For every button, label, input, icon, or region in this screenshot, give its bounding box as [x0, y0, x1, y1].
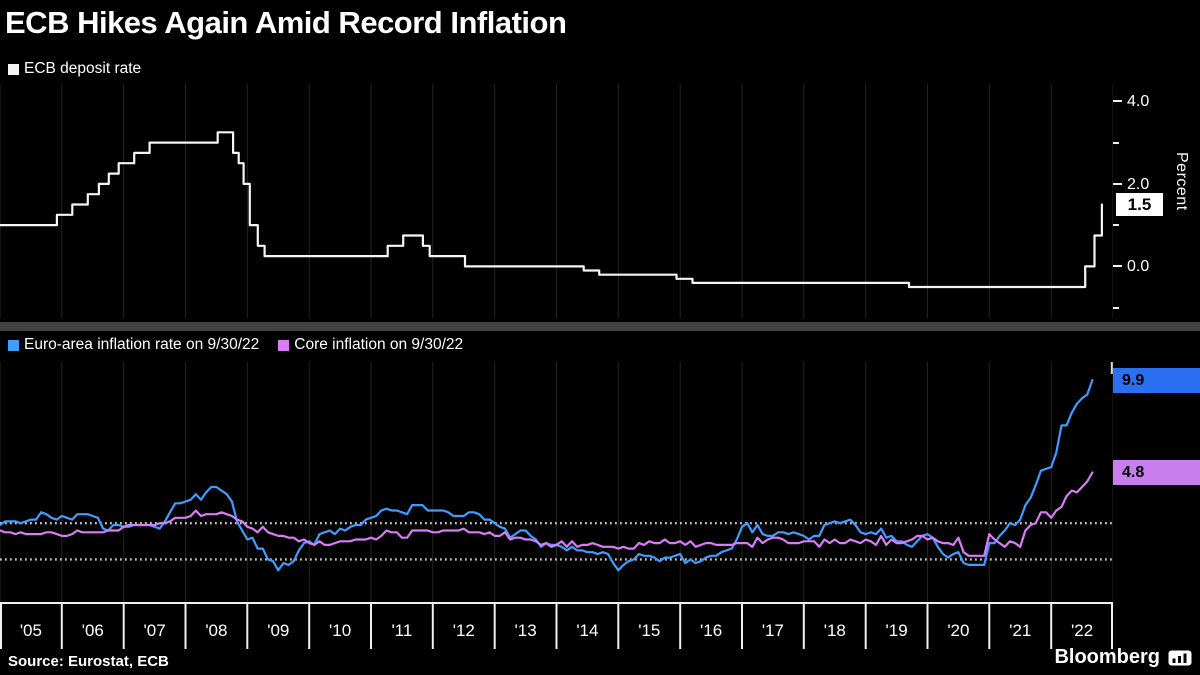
y-axis-tick-label: 0.0	[1127, 258, 1150, 276]
x-axis-year-label: '14	[576, 621, 598, 640]
core-legend-label: Core inflation on 9/30/22	[294, 336, 464, 353]
x-axis-year-label: '13	[515, 621, 537, 640]
deposit-legend-swatch	[8, 63, 19, 75]
deposit-rate-chart	[0, 84, 1113, 318]
euro-area-legend-label: Euro-area inflation rate on 9/30/22	[24, 336, 260, 353]
inflation-chart-legend: Euro-area inflation rate on 9/30/22 Core…	[8, 336, 463, 354]
x-axis-year-label: '10	[329, 621, 351, 640]
bloomberg-wordmark: Bloomberg	[1054, 646, 1160, 668]
euro-area-value-badge: 9.9	[1113, 368, 1200, 393]
core-inflation-line	[0, 471, 1094, 557]
x-axis-year-label: '22	[1071, 621, 1093, 640]
x-axis-year-label: '07	[144, 621, 166, 640]
y-axis-tick	[1113, 182, 1122, 185]
x-axis-year-label: '21	[1009, 621, 1031, 640]
source-label: Source: Eurostat, ECB	[8, 653, 169, 670]
x-axis-year-label: '15	[638, 621, 660, 640]
chart-title: ECB Hikes Again Amid Record Inflation	[5, 5, 567, 40]
y-axis-minor-tick	[1113, 306, 1119, 309]
y-axis-tick	[1113, 100, 1122, 103]
y-axis-minor-tick	[1113, 141, 1119, 144]
x-axis-year-label: '11	[391, 621, 412, 640]
panel-divider	[0, 322, 1200, 331]
y-axis-tick-label: 2.0	[1127, 175, 1150, 193]
x-axis-year-label: '06	[82, 621, 104, 640]
x-axis-year-label: '20	[947, 621, 969, 640]
deposit-chart-legend: ECB deposit rate	[8, 60, 141, 78]
x-axis-year-label: '05	[20, 621, 42, 640]
deposit-chart-y-axis: 4.0 2.0 0.0	[1113, 84, 1200, 318]
deposit-rate-line	[0, 131, 1103, 289]
core-legend-swatch	[278, 339, 290, 351]
euro-area-inflation-line	[0, 379, 1094, 572]
y-axis-title: Percent	[1173, 152, 1190, 211]
deposit-legend-label: ECB deposit rate	[24, 60, 142, 77]
x-axis-year-label: '12	[453, 621, 475, 640]
y-axis-tick	[1113, 265, 1122, 268]
x-axis-year-label: '08	[205, 621, 227, 640]
deposit-rate-value-badge: 1.5	[1116, 193, 1163, 216]
y-axis-minor-tick	[1113, 224, 1119, 227]
x-axis-year-label: '17	[762, 621, 784, 640]
x-axis-year-label: '09	[267, 621, 289, 640]
bloomberg-chart-icon	[1168, 650, 1192, 665]
x-axis-year-label: '19	[886, 621, 908, 640]
x-axis-year-label: '16	[700, 621, 722, 640]
core-value-badge: 4.8	[1113, 460, 1200, 485]
inflation-chart	[0, 362, 1113, 602]
x-axis-year-label: '18	[824, 621, 846, 640]
bloomberg-logo: Bloomberg	[1054, 646, 1192, 669]
y-axis-tick-label: 4.0	[1127, 93, 1150, 111]
x-axis: '05 '06 '07 '08 '09 '10 '11 '12 '13 '14 '15 '16 '17 '…	[0, 602, 1113, 649]
euro-area-legend-swatch	[8, 339, 19, 351]
